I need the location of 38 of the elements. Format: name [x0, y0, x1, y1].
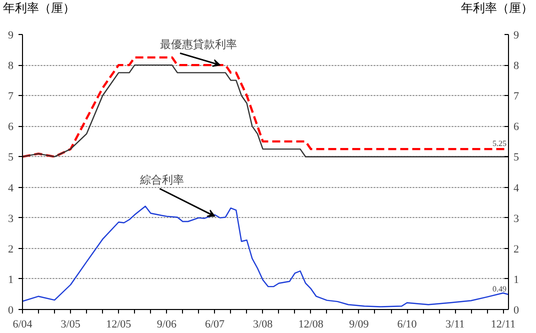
x-tick-label: 3/05 — [60, 318, 81, 330]
x-tick-label: 3/11 — [446, 318, 465, 330]
x-tick-label: 3/08 — [253, 318, 274, 330]
y-tick-label: 2 — [8, 243, 14, 256]
annotation: 5.25 — [492, 139, 506, 148]
x-tick-label: 9/09 — [349, 318, 370, 330]
annotation: 0.49 — [492, 284, 506, 294]
y-tick-label: 8 — [8, 60, 14, 72]
annotation: 最優惠貸款利率 — [160, 38, 238, 52]
x-tick-label: 12/11 — [490, 318, 516, 330]
y2-tick-label: 4 — [514, 182, 520, 194]
y2-tick-label: 3 — [514, 212, 520, 225]
x-tick-label: 12/05 — [106, 318, 132, 330]
x-tick-label: 9/06 — [156, 318, 177, 330]
y-tick-label: 7 — [8, 90, 14, 103]
y2-tick-label: 8 — [514, 60, 520, 72]
x-tick-label: 12/08 — [298, 318, 324, 330]
y2-tick-label: 7 — [514, 90, 520, 103]
y-tick-label: 1 — [8, 274, 14, 286]
y2-tick-label: 5 — [514, 152, 520, 164]
x-tick-label: 6/04 — [12, 318, 33, 330]
y-tick-label: 3 — [8, 212, 14, 225]
y-tick-label: 9 — [8, 30, 14, 42]
y-tick-label: 6 — [8, 121, 14, 134]
y2-tick-label: 1 — [514, 274, 519, 286]
x-tick-label: 6/10 — [397, 318, 418, 330]
line-series — [22, 206, 508, 308]
y-tick-label: 5 — [8, 152, 14, 164]
annotation: 綜合利率 — [138, 173, 184, 186]
y-tick-label: 0 — [8, 304, 14, 316]
y2-tick-label: 6 — [514, 121, 520, 134]
y2-tick-label: 2 — [514, 243, 519, 256]
x-tick-label: 6/07 — [204, 318, 226, 330]
y2-tick-label: 9 — [514, 30, 520, 42]
y-tick-label: 4 — [8, 182, 14, 194]
y-axis-title: 年利率（厘） — [3, 0, 75, 17]
y2-axis-title: 年利率（厘） — [461, 0, 533, 17]
y2-tick-label: 0 — [514, 304, 520, 316]
